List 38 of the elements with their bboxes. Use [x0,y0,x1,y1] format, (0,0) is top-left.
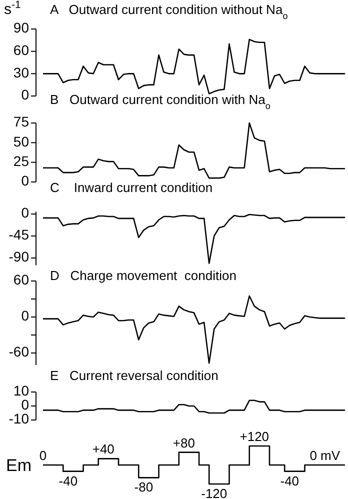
y-tick-label: -10 [8,410,30,427]
line-series [42,400,346,414]
y-tick-label: 0 [21,86,30,103]
y-tick-label: 0 [21,396,30,413]
y-tick-label: 0 [21,204,30,221]
data-label: +120 [240,429,270,444]
y-axis-title: Em [6,456,32,476]
line-series [42,295,346,364]
chart-title: B Outward current condition with Na$_{o}$ [50,92,270,111]
data-label: +40 [92,442,114,457]
line-series [42,214,346,264]
y-tick-label: 75 [13,114,30,130]
y-tick-label: -90 [8,248,30,265]
y-tick-label: 60 [13,42,30,58]
y-tick-label: 0 [21,308,30,324]
y-tick-label: 25 [13,153,30,170]
line-series [42,38,346,94]
y-axis-title: s$^{-1}$ [4,0,21,18]
y-tick-label: -45 [8,226,30,243]
data-label: -80 [134,480,154,495]
y-tick-label: -60 [8,344,30,360]
y-tick-label: 0 [21,172,30,189]
chart-title: E Current reversal condition [50,368,218,383]
y-tick-label: 60 [13,272,30,288]
data-label: -120 [201,486,228,499]
data-label: 0 [39,448,47,463]
y-tick-label: 30 [13,64,30,80]
y-tick-label: 90 [13,20,30,36]
chart-title: A Outward current condition without Na$_{o}$ [50,2,288,21]
data-label: 0 mV [310,448,340,463]
line-series [42,122,346,179]
data-label: +80 [172,435,195,450]
y-tick-label: 50 [13,133,30,150]
chart-title: C Inward current condition [50,180,213,195]
y-tick-label: 10 [13,382,30,399]
data-label: -40 [58,473,78,488]
data-label: -40 [280,473,300,488]
chart-title: D Charge movement condition [50,268,236,283]
